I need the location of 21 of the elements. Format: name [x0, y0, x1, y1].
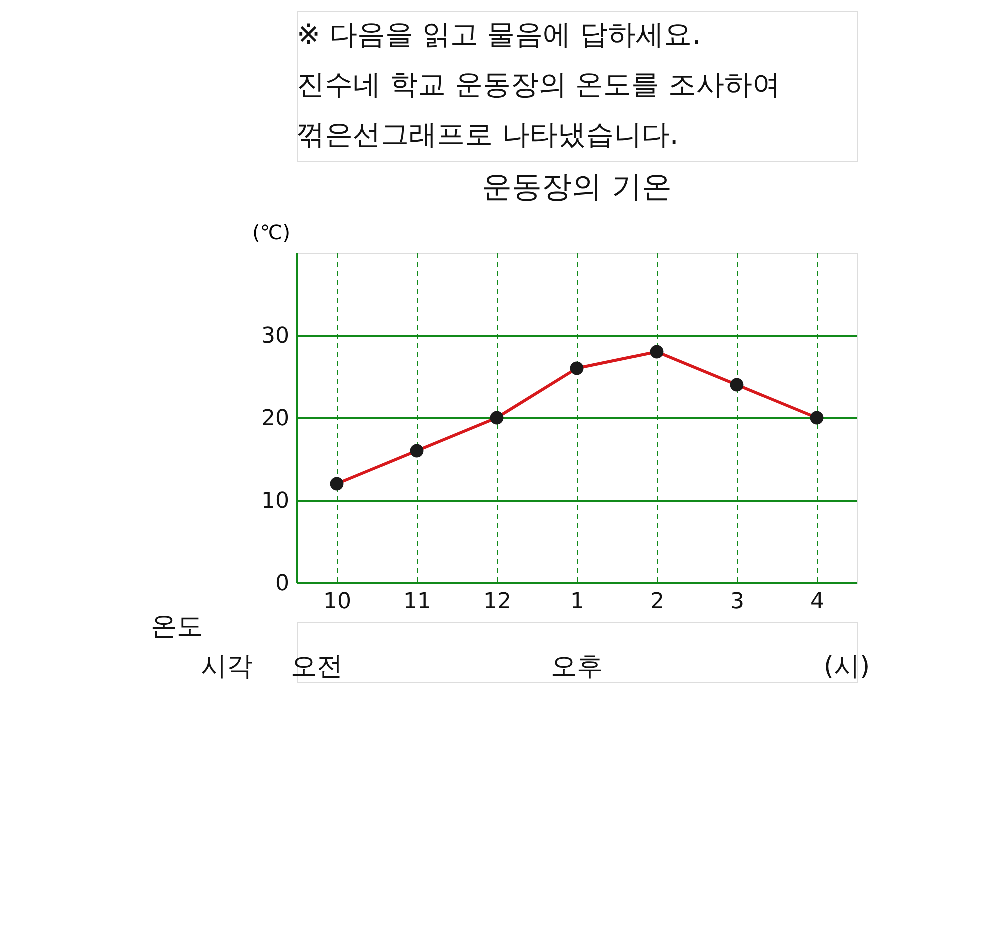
text: 오후: [551, 652, 603, 682]
y-axis-title: (℃): [252, 220, 291, 244]
x-tick-label: 11: [404, 590, 432, 614]
text: (시): [824, 652, 870, 682]
x-tick-label: 4: [810, 590, 824, 614]
y-tick-label: 10: [262, 489, 290, 514]
text: 온도: [151, 612, 203, 642]
text: 시각: [201, 652, 253, 682]
y-tick-label: 0: [276, 572, 290, 596]
text: 진수네 학교 운동장의 온도를 조사하여: [297, 68, 781, 101]
x-tick-label: 2: [650, 590, 664, 614]
text: ※ 다음을 읽고 물음에 답하세요.: [297, 18, 701, 51]
chart-title: 운동장의 기온: [482, 170, 672, 205]
text: 오전: [291, 652, 343, 682]
x-tick-label: 12: [484, 590, 512, 614]
text: 꺾은선그래프로 나타냈습니다.: [297, 118, 679, 151]
x-tick-label: 1: [570, 590, 584, 614]
x-tick-label: 3: [730, 590, 744, 614]
x-tick-label: 10: [324, 590, 352, 614]
y-tick-label: 20: [262, 406, 290, 432]
y-tick-label: 30: [262, 324, 290, 349]
